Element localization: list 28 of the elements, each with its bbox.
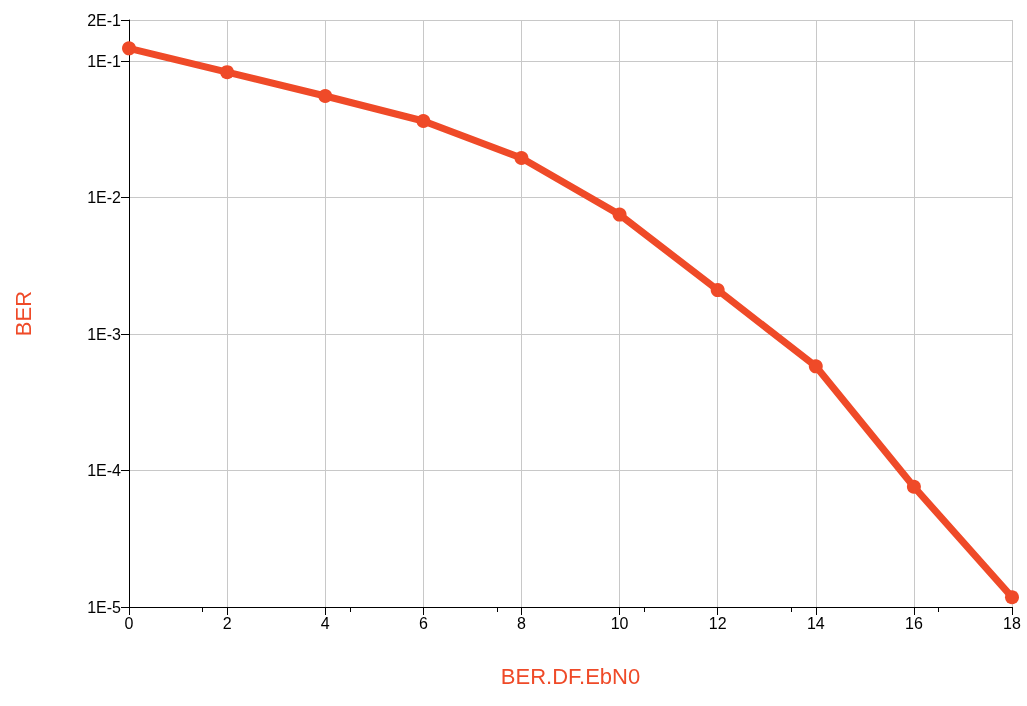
point — [318, 88, 333, 103]
y-tick-label: 2E-1 — [87, 11, 122, 29]
x-tick-label: 0 — [124, 614, 134, 632]
y-tick-label: 1E-2 — [87, 189, 122, 207]
point — [808, 359, 823, 374]
x-tick-label: 10 — [610, 614, 629, 632]
point — [514, 150, 529, 165]
x-tick-label: 8 — [516, 614, 526, 632]
y-tick-label: 1E-5 — [87, 598, 122, 616]
x-tick-label: 6 — [418, 614, 428, 632]
point — [220, 65, 235, 80]
point — [1005, 590, 1019, 605]
x-tick-label: 18 — [1003, 614, 1021, 632]
x-tick-label: 14 — [806, 614, 825, 632]
point — [906, 479, 921, 494]
y-tick-label: 1E-3 — [87, 325, 122, 343]
point — [416, 113, 431, 128]
x-tick-label: 2 — [222, 614, 232, 632]
y-axis-title: BER — [10, 290, 36, 337]
point — [710, 283, 725, 298]
y-tick-label: 1E-1 — [87, 52, 122, 70]
point — [122, 41, 136, 56]
x-tick-label: 12 — [708, 614, 727, 632]
point — [612, 207, 627, 222]
y-tick-label: 1E-4 — [87, 462, 122, 480]
x-tick-label: 4 — [320, 614, 330, 632]
x-axis-title: BER.DF.EbN0 — [500, 663, 641, 689]
x-tick-label: 16 — [904, 614, 923, 632]
